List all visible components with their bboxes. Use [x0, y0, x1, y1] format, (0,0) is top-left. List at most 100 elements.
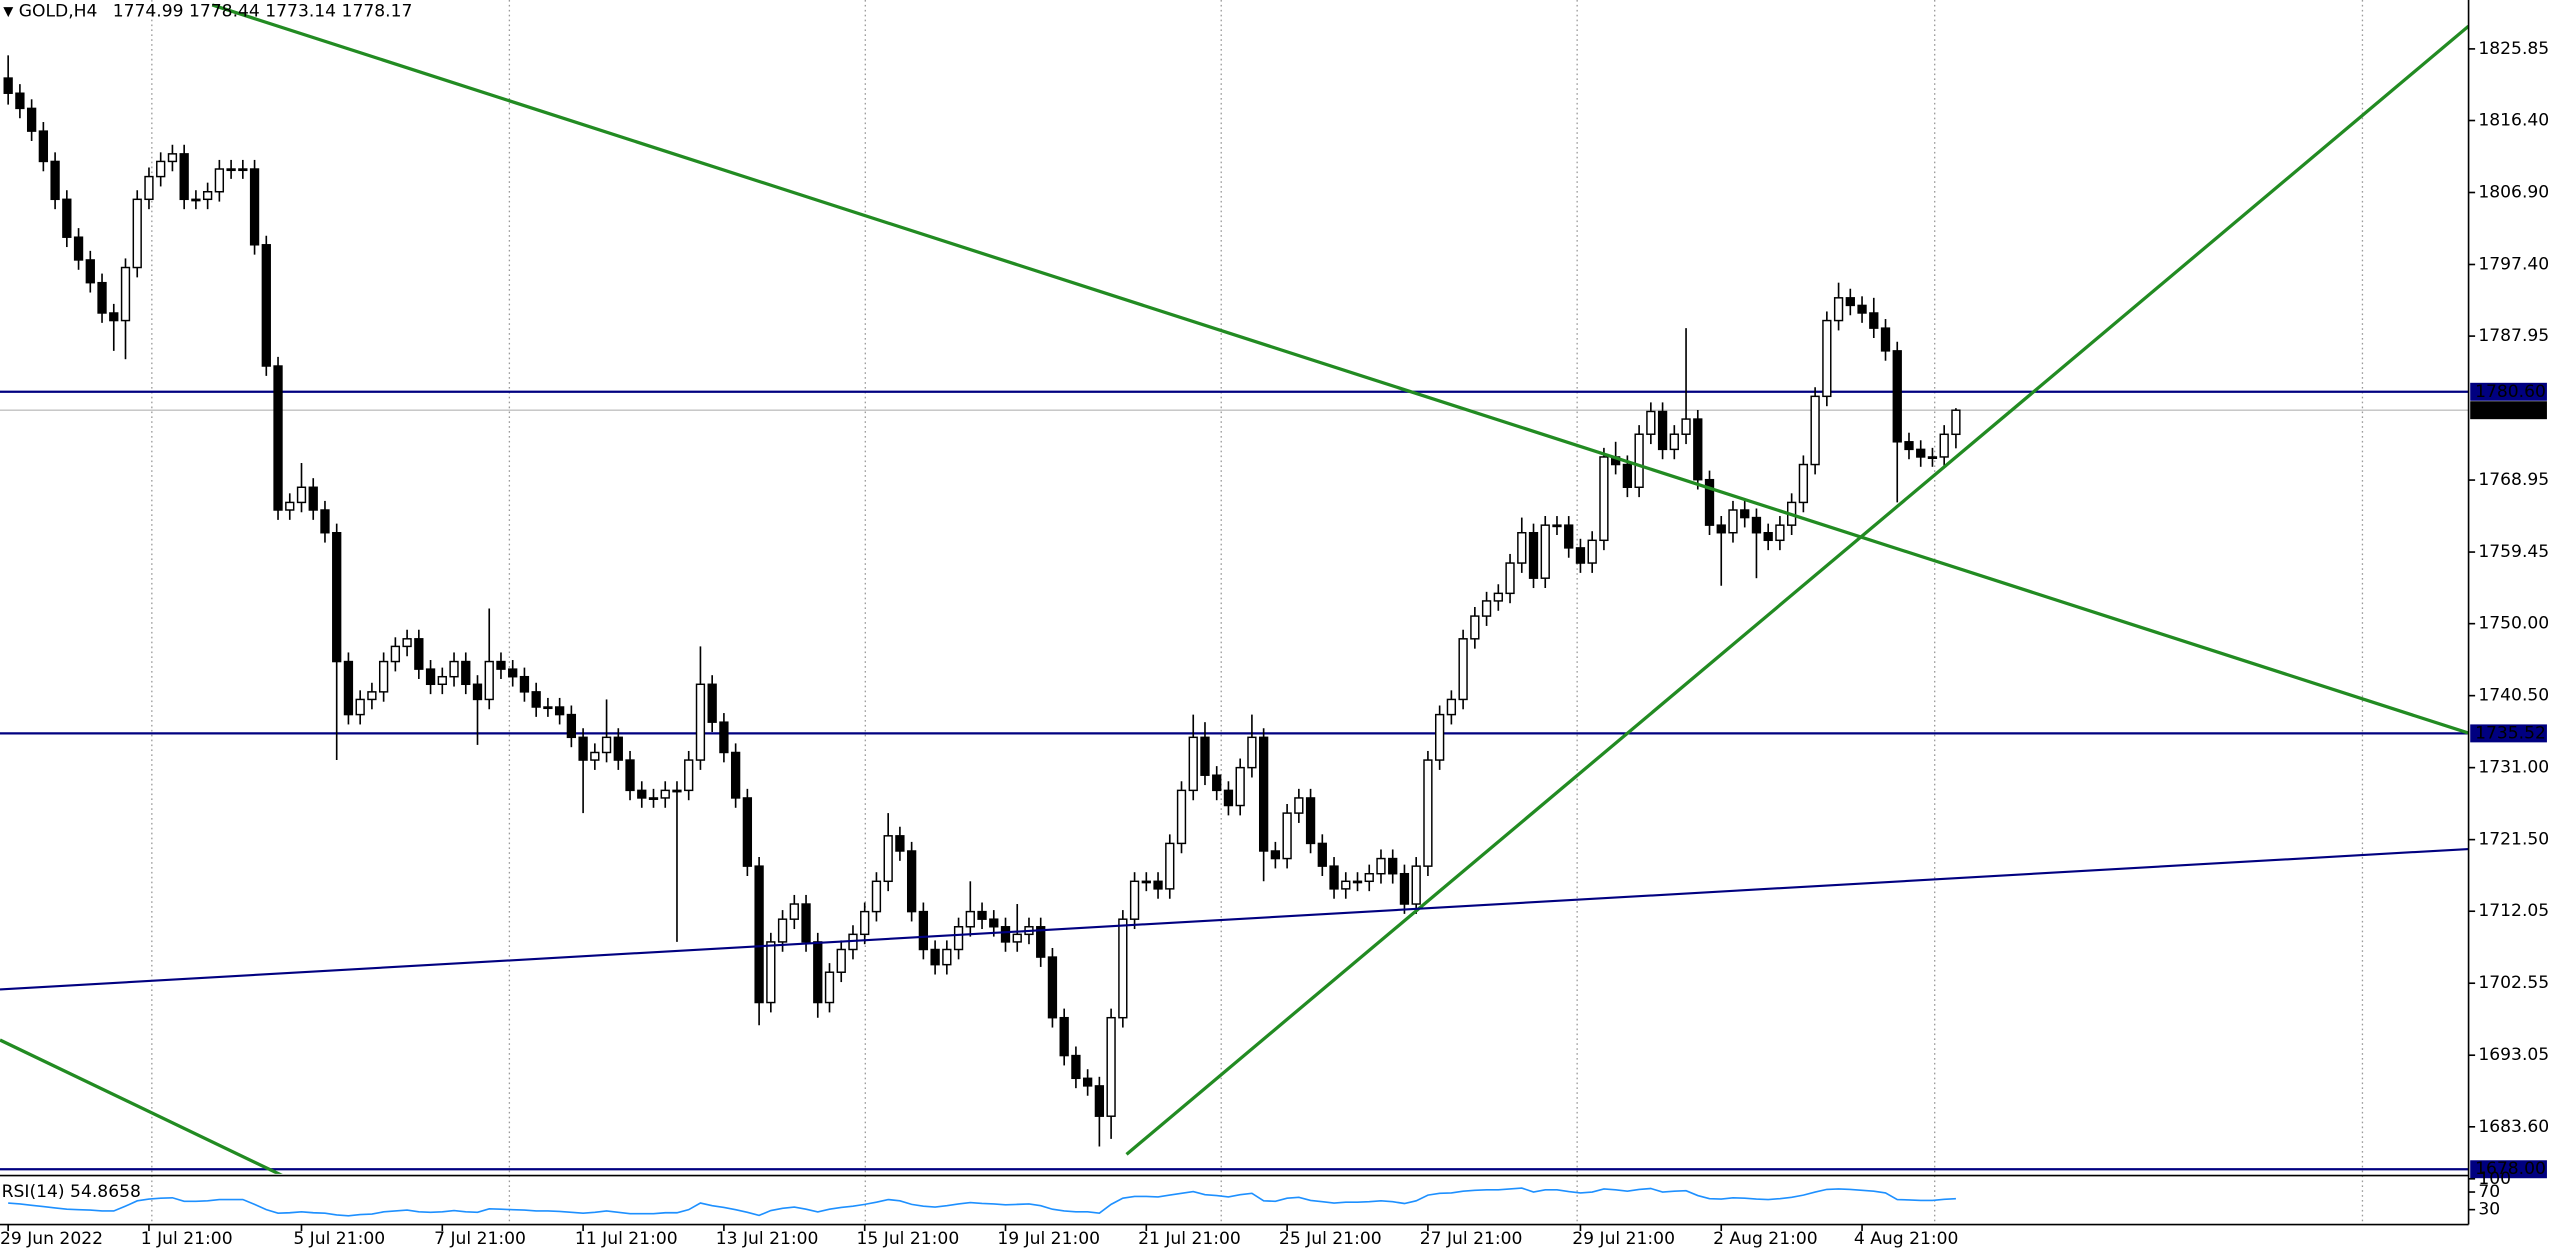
candle-body	[1141, 880, 1151, 884]
x-tick-label: 29 Jun 2022	[0, 1229, 103, 1249]
candle-body	[871, 880, 882, 913]
candle-body	[425, 668, 436, 686]
y-tick-label: 1750.00	[2478, 614, 2549, 634]
candle-body	[1470, 615, 1480, 640]
candle-body	[1305, 797, 1316, 845]
candle-body	[578, 736, 588, 761]
candle-body	[566, 713, 577, 739]
chart-header: ▼ GOLD,H4 1774.99 1778.44 1773.14 1778.1…	[3, 1, 412, 21]
candle-body	[977, 910, 987, 920]
candle-body	[238, 168, 248, 172]
candle-body	[1798, 463, 1809, 504]
candle-body	[179, 153, 189, 201]
x-tick-label: 29 Jul 21:00	[1572, 1229, 1675, 1249]
candle-body	[554, 706, 565, 716]
menu-arrow: ▼	[3, 4, 13, 19]
y-tick-label: 1797.40	[2478, 254, 2549, 274]
candle-body	[989, 918, 999, 928]
candle-body	[1587, 539, 1597, 564]
rsi-tick-label: 70	[2478, 1182, 2500, 1202]
candle-body	[1481, 600, 1492, 617]
candle-body	[637, 789, 647, 799]
candle-body	[906, 850, 917, 913]
candle-body	[1434, 713, 1445, 761]
rsi-line	[8, 1187, 1956, 1217]
candle-body	[1411, 865, 1421, 905]
candle-body	[1294, 797, 1304, 814]
candle-body	[1775, 524, 1785, 542]
candle-body	[836, 948, 846, 973]
candle-body	[1153, 880, 1163, 890]
candle-body	[1012, 933, 1022, 943]
candle-body	[1036, 926, 1046, 958]
y-tick-label: 1731.00	[2478, 758, 2549, 778]
candle-body	[1634, 433, 1644, 489]
level-box	[2470, 724, 2547, 743]
candle-body	[132, 198, 142, 269]
trend-lines	[0, 3, 2469, 1174]
candle-body	[625, 759, 635, 792]
candle-body	[402, 638, 412, 648]
x-tick-label: 21 Jul 21:00	[1138, 1229, 1241, 1249]
candle-body	[214, 168, 225, 193]
candle-body	[660, 789, 670, 799]
candle-body	[1458, 638, 1468, 701]
candle-body	[883, 835, 893, 883]
candle-body	[156, 160, 166, 178]
candle-body	[1094, 1085, 1105, 1117]
candle-body	[191, 198, 201, 202]
candle-body	[1810, 395, 1820, 466]
candle-body	[519, 675, 530, 693]
trend-line	[1125, 24, 2469, 1156]
candle-body	[50, 160, 60, 201]
x-tick-label: 1 Jul 21:00	[141, 1229, 233, 1249]
candle-body	[1129, 880, 1140, 920]
axis: 1825.85 1816.40 1806.90 1797.40 1787.95 1768.…	[0, 39, 2549, 1249]
candle-body	[1904, 441, 1914, 451]
candle-body	[38, 130, 49, 163]
candle-body	[1317, 842, 1327, 867]
level-label: 1678.00	[2475, 1159, 2546, 1179]
trend-line	[0, 847, 2469, 991]
candle-body	[1599, 456, 1609, 542]
level-label: 1735.52	[2475, 723, 2546, 743]
candle-body	[167, 153, 178, 163]
candle-body	[742, 797, 753, 867]
candle-body	[813, 941, 823, 1004]
candle-body	[1916, 448, 1926, 458]
candle-body	[1939, 433, 1949, 458]
candle-body	[1833, 297, 1844, 322]
candle-body	[1493, 592, 1503, 602]
candle-body	[1540, 524, 1550, 579]
y-tick-label: 1683.60	[2478, 1117, 2549, 1137]
candle-body	[1822, 319, 1832, 398]
candle-body	[1188, 736, 1198, 792]
x-tick-label: 4 Aug 21:00	[1854, 1229, 1959, 1249]
candle-body	[1622, 463, 1633, 489]
candle-body	[273, 365, 283, 511]
candle-body	[942, 948, 952, 966]
candle-body	[824, 971, 835, 1004]
y-tick-label: 1768.95	[2478, 470, 2549, 490]
rsi-name: RSI(14)	[2, 1182, 65, 1202]
candle-body	[953, 926, 964, 951]
candle-body	[965, 910, 975, 928]
candle-body	[707, 683, 717, 723]
candle-body	[437, 675, 447, 686]
candle-body	[1364, 872, 1374, 883]
candle-body	[1951, 409, 1961, 436]
candle-body	[601, 736, 612, 754]
candle-body	[1575, 547, 1586, 564]
candle-body	[730, 751, 741, 799]
candle-body	[918, 910, 929, 951]
candle-body	[1646, 410, 1656, 435]
candle-body	[1106, 1016, 1116, 1117]
candle-body	[1505, 562, 1515, 595]
x-tick-label: 13 Jul 21:00	[716, 1229, 819, 1249]
y-tick-label: 1693.05	[2478, 1045, 2549, 1065]
candle-body	[1270, 850, 1281, 860]
current-price-box	[2470, 401, 2547, 420]
candle-body	[1200, 736, 1210, 776]
